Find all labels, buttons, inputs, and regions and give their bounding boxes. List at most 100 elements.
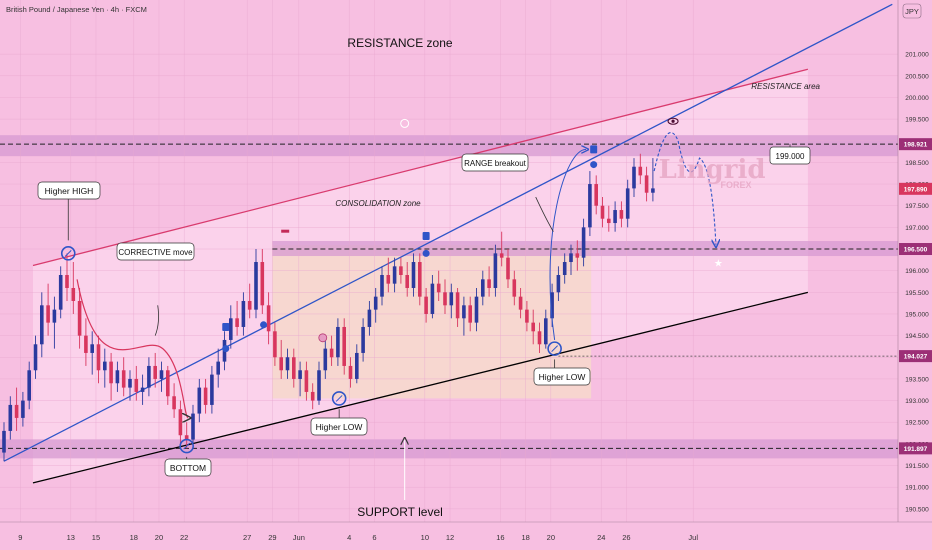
price-tick-label: 197.500 <box>905 203 929 210</box>
candle-body <box>562 262 567 275</box>
price-axis[interactable]: 190.500191.000191.500192.000192.500193.0… <box>899 52 932 514</box>
higher-high-callout: Higher HIGH <box>37 181 101 200</box>
candle-body <box>71 287 76 301</box>
price-tag-bg <box>899 182 932 195</box>
candle-body <box>449 292 454 306</box>
candle-body <box>121 370 126 388</box>
alert-circle-icon <box>400 118 410 128</box>
candle-body <box>399 266 403 275</box>
annotation-marks: ★ <box>60 117 791 500</box>
candle-body <box>581 227 586 258</box>
breakout-arc <box>549 149 586 341</box>
time-tick-label: 16 <box>496 533 504 542</box>
candle-body <box>405 275 409 288</box>
candle-body <box>115 370 120 384</box>
time-tick-label: 22 <box>180 533 188 542</box>
candle-body <box>386 275 391 284</box>
candle-body <box>65 275 69 288</box>
time-axis[interactable]: 9 13 15 18 20 22 27 29 Jun 4 6 10 12 16 18 20 24 26 Jul <box>18 533 698 542</box>
corrective-curve <box>76 279 188 418</box>
price-tick-label: 193.500 <box>905 376 929 383</box>
consolidation-zone-label: CONSOLIDATION zone <box>335 199 421 208</box>
higher-high-label: Higher HIGH <box>45 186 94 196</box>
price-tag-label: 194.027 <box>904 354 928 361</box>
candle-body <box>197 387 202 414</box>
candle-body <box>140 387 145 392</box>
candle-body <box>128 378 132 388</box>
range-breakout-label: RANGE breakout <box>464 159 527 168</box>
time-tick-label: 10 <box>421 533 429 542</box>
resistance-area-label: RESISTANCE area <box>751 82 820 91</box>
candle-body <box>367 309 372 327</box>
support-level-label: SUPPORT level <box>357 505 443 519</box>
candle-body <box>8 404 13 431</box>
candle-body <box>481 279 485 297</box>
price-tag-label: 197.890 <box>904 186 928 193</box>
zones-layer <box>0 69 898 483</box>
price-tick-label: 194.500 <box>905 333 929 340</box>
candle-body <box>40 305 44 345</box>
candle-body <box>323 348 328 371</box>
candle-body <box>216 361 220 375</box>
candle-body <box>317 370 321 401</box>
higher-high-circle-slash <box>64 249 72 257</box>
candle-body <box>493 253 498 288</box>
time-tick-label: 18 <box>521 533 529 542</box>
candle-body <box>348 365 353 379</box>
candle-body <box>588 184 592 228</box>
time-tick-label: 26 <box>622 533 630 542</box>
price-tag-label: 191.897 <box>904 446 928 453</box>
candle-body <box>455 292 460 319</box>
currency-badge[interactable] <box>902 3 922 19</box>
candle-body <box>84 335 88 353</box>
candle-body <box>418 262 422 297</box>
price-tick-label: 190.500 <box>905 506 929 513</box>
candle-body <box>424 296 428 314</box>
candle-body <box>109 361 113 384</box>
candle-body <box>298 370 302 379</box>
time-tick-label: 20 <box>547 533 555 542</box>
candle-body <box>443 292 447 306</box>
candle-body <box>184 435 189 440</box>
time-tick-label: 13 <box>67 533 75 542</box>
price-tag-label: 198.921 <box>904 142 928 149</box>
candle-body <box>487 279 491 288</box>
down-arrow-icon <box>590 145 598 154</box>
candle-body <box>613 210 617 224</box>
time-tick-label: 18 <box>130 533 138 542</box>
trendline-mid-trendline <box>3 3 893 462</box>
currency-label: JPY <box>905 7 919 16</box>
candle-body <box>361 326 365 353</box>
resistance-zone-label: RESISTANCE zone <box>347 36 452 50</box>
candle-body <box>247 300 252 310</box>
range-breakout-pointer <box>535 196 554 232</box>
candle-body <box>525 309 529 323</box>
target-label: 199.000 <box>776 152 805 161</box>
candle-body <box>52 309 57 323</box>
candle-body <box>178 409 183 436</box>
candle-body <box>21 400 25 418</box>
candle-body <box>292 357 296 379</box>
candle-body <box>304 370 309 392</box>
price-tick-label: 191.000 <box>905 485 929 492</box>
candle-body <box>166 370 170 397</box>
candle-body <box>474 296 479 323</box>
candle-body <box>260 262 265 306</box>
candle-body <box>153 365 157 379</box>
price-tag-bg <box>899 138 932 151</box>
candle-body <box>342 326 346 366</box>
candle-body <box>77 300 82 336</box>
target-callout: 199.000 <box>769 146 811 165</box>
candle-body <box>266 305 271 332</box>
time-tick-label: 15 <box>92 533 100 542</box>
down-arrow-icon <box>422 232 430 241</box>
candle-body <box>411 262 416 288</box>
candle-body <box>430 283 435 314</box>
candle-body <box>329 348 334 358</box>
price-tick-label: 198.500 <box>905 160 929 167</box>
range-breakout-callout: RANGE breakout <box>461 153 529 172</box>
trendline-upper-channel <box>32 68 809 267</box>
candle-body <box>436 283 441 293</box>
candle-body <box>499 253 504 258</box>
